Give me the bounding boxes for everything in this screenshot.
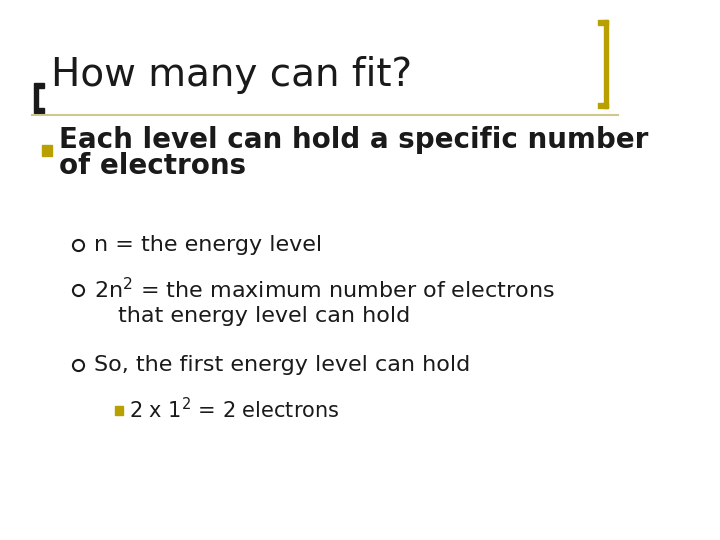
Text: that energy level can hold: that energy level can hold (117, 306, 410, 326)
Bar (42, 145, 52, 156)
Text: $\mathregular{2n^2}$ = the maximum number of electrons: $\mathregular{2n^2}$ = the maximum numbe… (94, 278, 554, 302)
Text: Each level can hold a specific number: Each level can hold a specific number (59, 126, 649, 154)
Bar (598, 103, 608, 108)
Bar (34, 88, 38, 108)
Text: of electrons: of electrons (59, 152, 246, 180)
Bar (34, 83, 44, 88)
Text: 2 x 1$\mathregular{^2}$ = 2 electrons: 2 x 1$\mathregular{^2}$ = 2 electrons (129, 397, 340, 423)
Bar (604, 20, 608, 108)
Text: So, the first energy level can hold: So, the first energy level can hold (94, 355, 470, 375)
Bar (115, 406, 123, 415)
Text: n = the energy level: n = the energy level (94, 235, 322, 255)
Text: How many can fit?: How many can fit? (51, 56, 413, 94)
Bar (34, 108, 44, 113)
Bar (598, 20, 608, 25)
